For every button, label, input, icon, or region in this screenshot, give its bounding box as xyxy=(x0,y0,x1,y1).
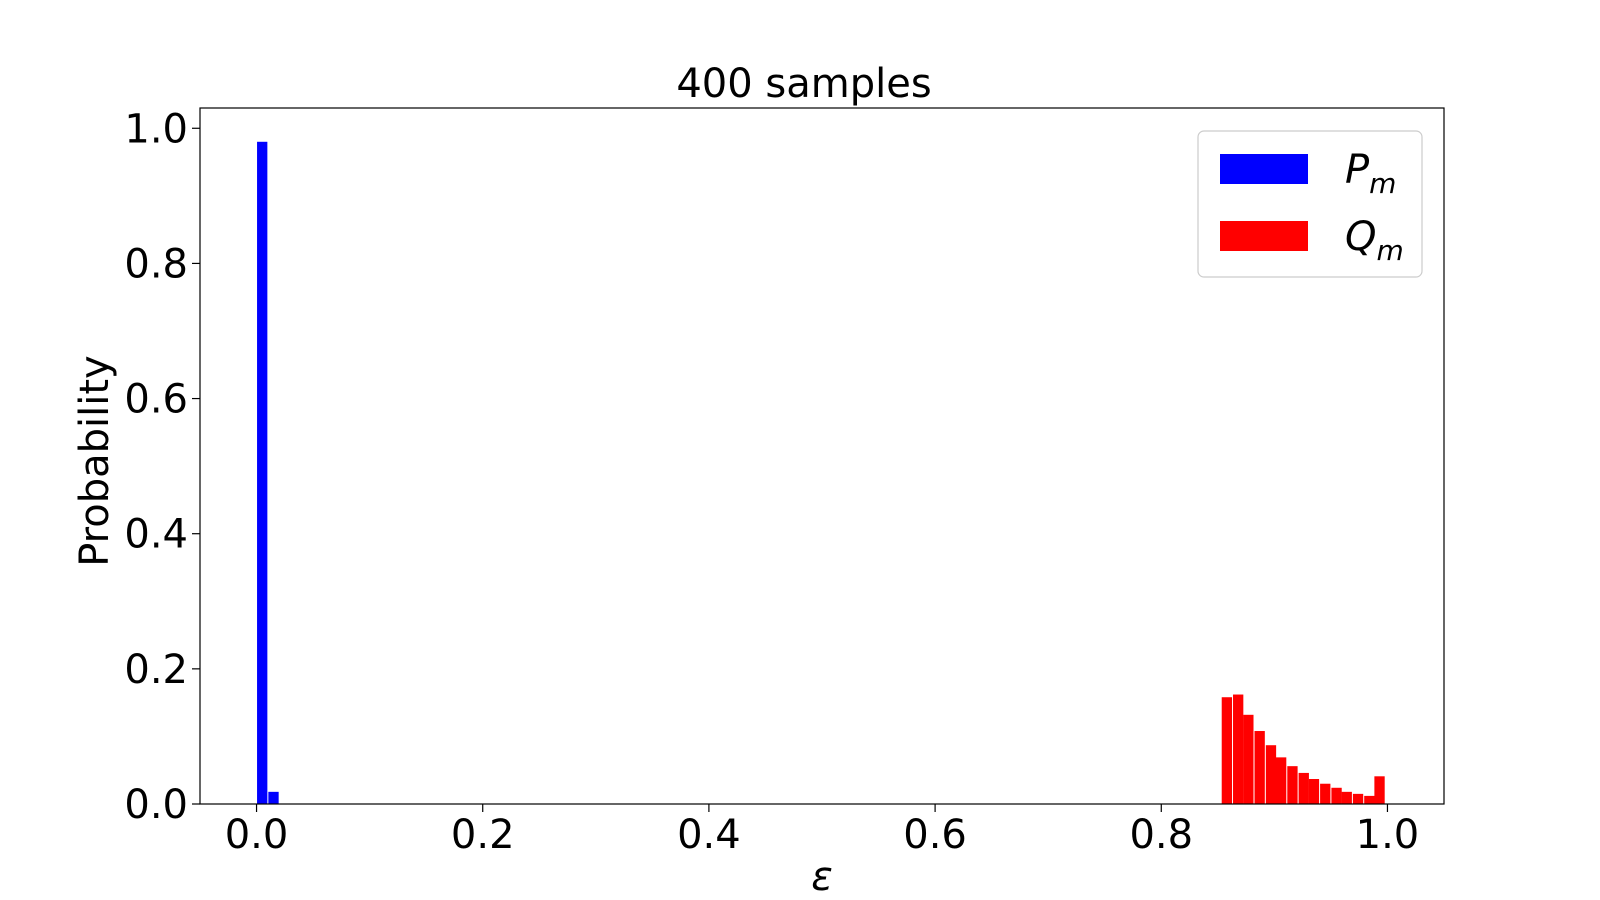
y-tick-label: 0.2 xyxy=(124,647,188,693)
x-tick-label: 0.2 xyxy=(451,812,515,858)
x-tick-label: 1.0 xyxy=(1356,812,1420,858)
bar-q-14 xyxy=(1374,776,1385,804)
x-tick-label: 0.6 xyxy=(903,812,967,858)
x-tick-label: 0.4 xyxy=(677,812,741,858)
x-tick-label: 0.8 xyxy=(1129,812,1193,858)
x-tick-label: 0.0 xyxy=(225,812,289,858)
y-tick-label: 0.4 xyxy=(124,512,188,558)
bar-p-0 xyxy=(257,141,268,805)
bar-q-6 xyxy=(1287,766,1298,804)
y-axis-ticks: 0.0 0.2 0.4 0.6 0.8 1.0 xyxy=(124,106,200,828)
y-tick-label: 0.6 xyxy=(124,377,188,423)
y-tick-label: 0.0 xyxy=(124,782,188,828)
bars-layer xyxy=(257,141,1385,805)
bar-q-8 xyxy=(1308,779,1320,804)
bar-q-12 xyxy=(1352,793,1364,804)
x-axis-label: ε xyxy=(811,854,833,900)
y-tick-label: 0.8 xyxy=(124,241,188,287)
x-axis-ticks: 0.0 0.2 0.4 0.6 0.8 1.0 xyxy=(225,804,1420,858)
legend-swatch-q xyxy=(1220,221,1308,251)
plot-area-frame xyxy=(199,107,1445,805)
bar-q-10 xyxy=(1331,787,1342,804)
legend-label-q: Qm xyxy=(1345,214,1404,267)
bar-q-3 xyxy=(1254,731,1265,804)
bar-q-0 xyxy=(1221,697,1233,804)
bar-q-4 xyxy=(1265,745,1277,804)
legend: Pm Qm xyxy=(1197,130,1423,278)
bar-q-11 xyxy=(1341,791,1352,804)
bar-q-13 xyxy=(1364,795,1375,804)
bar-q-2 xyxy=(1243,714,1254,804)
y-axis-label: Probability xyxy=(72,355,118,566)
bar-q-7 xyxy=(1298,772,1309,804)
legend-label-p: Pm xyxy=(1345,147,1396,200)
bar-q-5 xyxy=(1275,757,1287,804)
bar-p-1 xyxy=(268,791,279,804)
bar-q-9 xyxy=(1320,783,1331,804)
bar-q-1 xyxy=(1233,694,1244,804)
y-tick-label: 1.0 xyxy=(124,106,188,152)
chart-title: 400 samples xyxy=(676,61,931,107)
legend-swatch-p xyxy=(1220,154,1308,184)
